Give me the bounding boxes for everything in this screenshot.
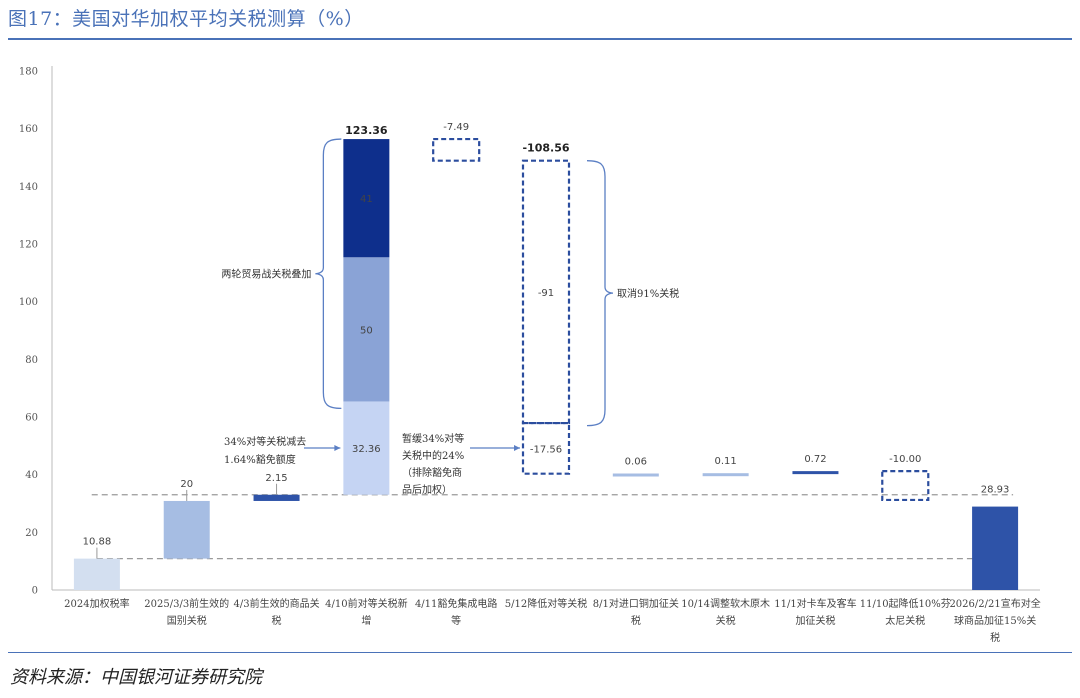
brace-right-label: 取消91%关税 — [617, 287, 679, 300]
category-label: 10/14调整软木原木 — [681, 597, 770, 610]
data-label: 28.93 — [981, 485, 1010, 496]
note-mid-line: 关税中的24% — [402, 449, 464, 462]
y-tick-label: 20 — [25, 528, 38, 539]
bar-increase-2 — [253, 494, 300, 501]
data-label: -10.00 — [889, 454, 921, 465]
segment-label: -17.56 — [530, 444, 562, 455]
bar-segment-2 — [343, 139, 390, 258]
brace-right — [586, 160, 614, 427]
category-label: 国别关税 — [167, 614, 207, 627]
bar-segment-1 — [343, 257, 390, 402]
bar-total-0 — [73, 558, 120, 590]
data-labels: 10.88 20 2.15 32.36 50 41 123.36 -7.49 -91 -17.56… — [83, 122, 1010, 559]
y-tick-label: 60 — [25, 413, 38, 424]
note-mid-line: 品后加权） — [402, 483, 452, 496]
y-tick-label: 140 — [19, 182, 38, 193]
category-label: 税 — [990, 631, 1000, 644]
category-label: 8/1对进口铜加征关 — [593, 597, 679, 610]
data-label: 123.36 — [345, 124, 388, 137]
bar-decrease-5-seg0 — [521, 159, 571, 425]
data-label: 0.06 — [625, 457, 647, 468]
category-label: 加征关税 — [795, 614, 835, 627]
bar-segment-0 — [343, 401, 390, 495]
data-label: 20 — [180, 479, 193, 490]
bar-increase-8 — [792, 471, 839, 475]
note-mid-line: （排除豁免商 — [402, 466, 462, 479]
y-tick-label: 180 — [19, 67, 38, 78]
category-label: 球商品加征15%关 — [954, 614, 1036, 627]
note-mid-line: 暂缓34%对等 — [402, 432, 464, 445]
chart-title: 图17：美国对华加权平均关税测算（%） — [8, 8, 364, 30]
category-label: 太尼关税 — [885, 614, 925, 627]
footer-divider — [8, 652, 1072, 653]
y-tick-label: 160 — [19, 124, 38, 135]
y-tick-label: 40 — [25, 470, 38, 481]
bar-increase-1 — [163, 500, 210, 559]
data-label: -108.56 — [522, 142, 569, 155]
note-left-arrowhead — [334, 445, 341, 451]
category-label: 关税 — [716, 614, 736, 627]
data-label: 2.15 — [265, 473, 287, 484]
segment-label: 41 — [360, 194, 373, 205]
note-left-line: 34%对等关税减去 — [224, 435, 306, 448]
chart-axes: 0 20 40 60 80 100 120 140 160 180 — [19, 66, 1040, 597]
category-label: 增 — [361, 614, 371, 627]
category-label: 4/3前生效的商品关 — [233, 597, 319, 610]
data-label: -7.49 — [443, 122, 469, 133]
note-mid-arrowhead — [514, 445, 520, 451]
brace-left — [315, 138, 342, 409]
data-label: 10.88 — [83, 537, 112, 548]
bar-decrease-4 — [432, 137, 481, 162]
y-tick-label: 0 — [32, 586, 38, 597]
source-note: 资料来源：中国银河证券研究院 — [10, 667, 262, 688]
bar-decrease-9 — [881, 470, 930, 502]
waterfall-chart: 0 20 40 60 80 100 120 140 160 180 10.88 20 2.15 32.3… — [19, 66, 1041, 644]
segment-label: -91 — [538, 288, 554, 299]
category-label: 5/12降低对等关税 — [505, 597, 587, 610]
chart-bars — [73, 137, 1019, 590]
segment-label: 32.36 — [352, 444, 381, 455]
title-divider — [8, 38, 1072, 40]
category-label: 税 — [272, 614, 282, 627]
category-label: 4/11豁免集成电路 — [415, 597, 497, 610]
data-label: 0.72 — [804, 454, 826, 465]
bar-total-10 — [972, 506, 1019, 590]
category-label: 11/1对卡车及客车 — [774, 597, 856, 610]
category-label: 2025/3/3前生效的 — [144, 597, 229, 610]
note-left-line: 1.64%豁免额度 — [224, 453, 296, 466]
y-tick-label: 80 — [25, 355, 38, 366]
category-label: 税 — [631, 614, 641, 627]
category-label: 等 — [451, 614, 461, 627]
category-label: 2026/2/21宣布对全 — [949, 597, 1040, 610]
bar-increase-6 — [612, 473, 659, 477]
reference-lines — [91, 494, 1014, 560]
brace-left-label: 两轮贸易战关税叠加 — [221, 268, 311, 281]
data-label: 0.11 — [715, 456, 737, 467]
category-label: 11/10起降低10%芬 — [860, 597, 951, 610]
segment-label: 50 — [360, 325, 373, 336]
category-label: 4/10前对等关税新 — [325, 597, 407, 610]
y-tick-label: 120 — [19, 240, 38, 251]
category-labels: 2024加权税率 2025/3/3前生效的国别关税4/3前生效的商品关税4/10前… — [64, 597, 1041, 644]
bar-increase-7 — [702, 473, 749, 477]
y-tick-label: 100 — [19, 297, 38, 308]
category-label: 2024加权税率 — [64, 597, 129, 610]
